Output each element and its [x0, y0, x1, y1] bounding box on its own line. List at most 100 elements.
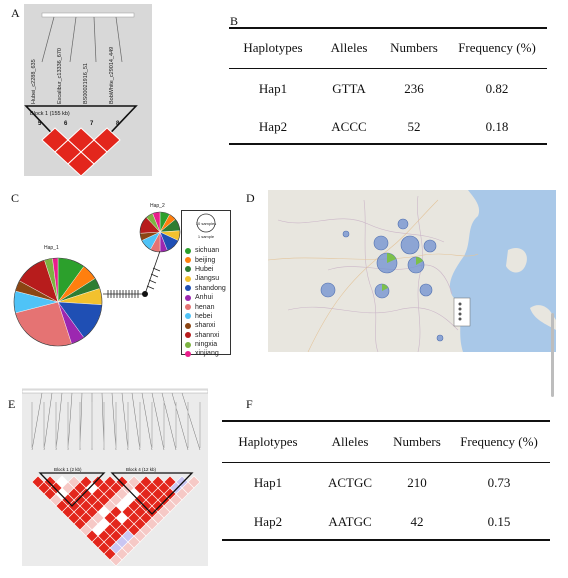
map-island [530, 305, 556, 330]
marker-name-tick [163, 402, 165, 448]
scale-label: 10 samples [196, 221, 216, 226]
legend-label: beijing [195, 256, 216, 264]
marker-name-tick [151, 402, 153, 448]
haplotype-network: Hap_1 Hap_2 [8, 196, 236, 356]
cell-frequency: 0.18 [485, 118, 509, 134]
marker-name-tick [115, 402, 117, 448]
marker-name-tick [67, 402, 69, 448]
legend-label: Jiangsu [195, 275, 220, 283]
marker-number-8: 8 [116, 121, 120, 127]
hap2-label: Hap_2 [150, 203, 165, 209]
marker-connector [55, 392, 63, 451]
marker-connector-3 [93, 16, 97, 63]
marker-name-tick [55, 402, 57, 448]
haplotype-table-b: Haplotypes Alleles Numbers Frequency (%)… [229, 27, 547, 145]
marker-name-tick [187, 402, 189, 448]
marker-number-6: 6 [64, 121, 68, 127]
column-header: Alleles [330, 40, 368, 56]
cell-alleles: ACCC [331, 118, 367, 134]
legend-item: Hubei [185, 265, 230, 274]
panel-label-e: E [8, 397, 16, 411]
table-row: Hap2 AATGC 42 0.15 [222, 504, 550, 540]
column-header: Alleles [331, 433, 369, 449]
marker-name-tick [43, 402, 45, 448]
marker-connector [121, 392, 129, 451]
cell-haplotype: Hap2 [253, 513, 283, 529]
map-site-5 [423, 239, 437, 253]
panel-label-c: C [11, 191, 20, 205]
column-header: Frequency (%) [460, 433, 538, 449]
marker-connector [67, 392, 73, 451]
legend-item: Jiangsu [185, 274, 230, 283]
legend-item: shanxi [185, 321, 230, 330]
haplotype-table-f: Haplotypes Alleles Numbers Frequency (%)… [222, 420, 550, 541]
map-peninsula [506, 247, 527, 273]
legend-label: Hubei [195, 265, 214, 273]
legend-item: henan [185, 302, 230, 311]
legend-list: sichuan beijing Hubei Jiangsu shandong Anhui h… [182, 246, 230, 359]
cell-frequency: 0.73 [487, 475, 511, 491]
block-label-a: Block 1 (155 kb) [30, 111, 70, 117]
cell-frequency: 0.15 [487, 513, 511, 529]
marker-connector [31, 392, 43, 451]
cell-alleles: GTTA [332, 81, 366, 97]
haplotype-table-f-grid: Haplotypes Alleles Numbers Frequency (%)… [222, 420, 550, 541]
ld-block-2-outline [110, 472, 194, 515]
marker-name-tick [91, 402, 93, 448]
marker-connector [131, 392, 141, 451]
ld-plot-a: Hubei_c2288_635 Excalibur_c13336_670 BS0… [24, 4, 152, 177]
legend-item: ningxia [185, 340, 230, 349]
map-legend [453, 297, 471, 327]
haplotype-network-svg: Hap_1 Hap_2 [13, 203, 181, 347]
cell-numbers: 42 [410, 513, 424, 529]
chromosome-bar [41, 12, 135, 18]
distribution-map [267, 190, 556, 353]
legend-item: sichuan [185, 246, 230, 255]
legend-swatch [185, 257, 191, 264]
marker-connector [111, 392, 117, 451]
marker-name-tick [31, 402, 33, 448]
marker-name-tick [175, 402, 177, 448]
legend-label: hebei [195, 312, 213, 320]
legend-swatch [185, 313, 191, 320]
legend-label: shanxi [195, 322, 216, 330]
legend-swatch [185, 285, 191, 292]
legend-label: henan [195, 303, 215, 311]
legend-swatch [185, 275, 191, 282]
cell-haplotype: Hap1 [258, 81, 288, 97]
panel-label-b: B [230, 14, 239, 28]
marker-name-3: BS00021916_51 [83, 63, 89, 104]
marker-connector [171, 392, 189, 451]
legend-swatch [185, 247, 191, 254]
legend-swatch [185, 332, 191, 339]
column-header: Frequency (%) [458, 40, 536, 56]
page-scrollbar[interactable] [551, 313, 554, 397]
marker-connector [181, 392, 201, 451]
cell-alleles: AATGC [328, 513, 372, 529]
sample-size-scale: 10 samples 1 sample [196, 213, 216, 239]
population-legend: 10 samples 1 sample sichuan beijing Hubei J… [181, 210, 231, 357]
legend-item: shannxi [185, 331, 230, 340]
ld-plot-a-svg: Hubei_c2288_635 Excalibur_c13336_670 BS0… [24, 4, 152, 177]
map-sea [449, 190, 556, 352]
legend-item: hebei [185, 312, 230, 321]
column-header: Numbers [390, 40, 438, 56]
marker-name-tick [127, 402, 129, 448]
marker-name-tick [103, 402, 105, 448]
map-site-9 [419, 283, 433, 297]
marker-connector-1 [41, 16, 55, 63]
cell-haplotype: Hap2 [258, 118, 288, 134]
marker-number-5: 5 [38, 121, 42, 127]
block-label-e1: Block 1 (2 kb) [54, 467, 82, 472]
legend-swatch [185, 294, 191, 301]
marker-number-7: 7 [90, 121, 94, 127]
table-header-row: Haplotypes Alleles Numbers Frequency (%) [229, 28, 547, 68]
legend-swatch [185, 304, 191, 311]
map-site-2 [400, 235, 420, 255]
cell-numbers: 210 [407, 475, 427, 491]
map-site-11 [436, 334, 444, 342]
legend-swatch [185, 350, 191, 357]
scale-label-small: 1 sample [198, 234, 215, 239]
distribution-map-svg [267, 190, 556, 353]
column-header: Numbers [393, 433, 441, 449]
